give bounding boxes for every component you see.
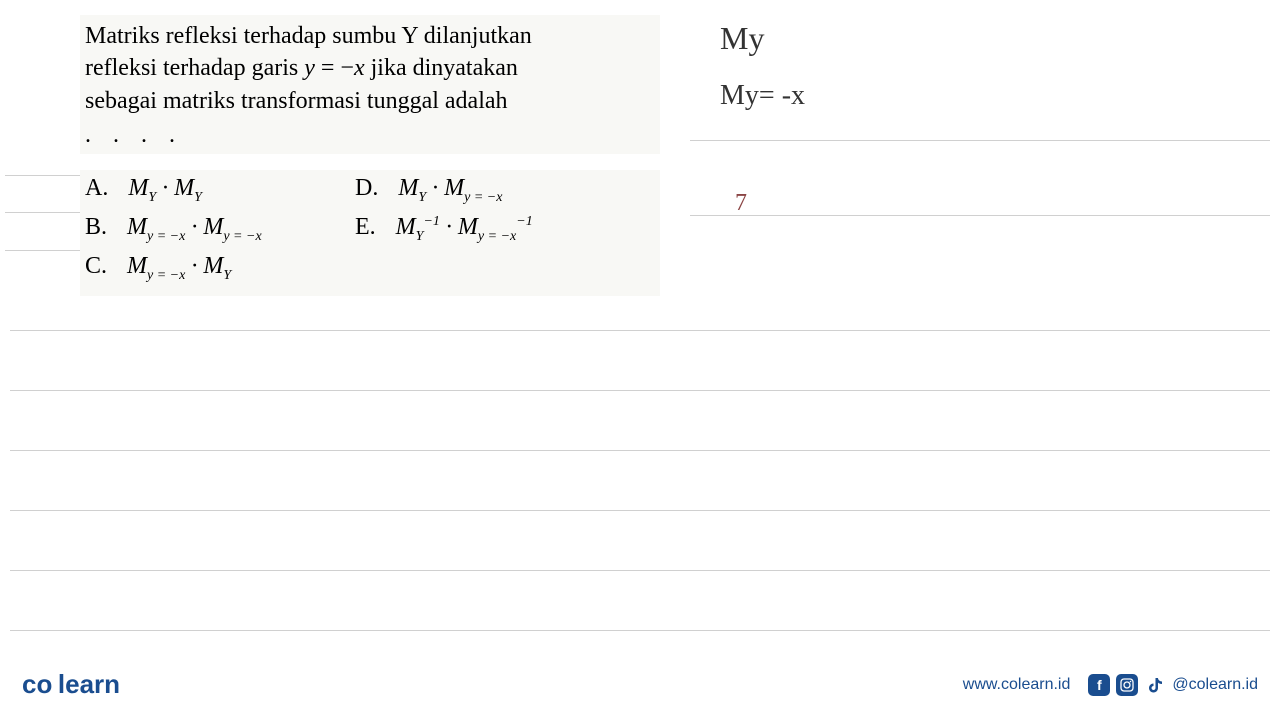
brand-logo: co learn [22,669,120,700]
option-b: B. My = −x · My = −x [85,214,355,245]
ruled-line [10,630,1270,631]
option-row-2: B. My = −x · My = −x E. MY−1 · My = −x−1 [85,214,655,245]
handwritten-note-1: My [720,20,764,57]
ruled-line [5,212,80,213]
ruled-line [5,175,80,176]
logo-co: co [22,669,52,699]
social-handle: @colearn.id [1172,676,1258,694]
option-e-math: MY−1 · My = −x−1 [396,214,533,245]
ruled-line [690,140,1270,141]
footer-right: www.colearn.id f @colearn.id [963,674,1258,696]
question-dots: . . . . [85,122,655,149]
question-line-2: refleksi terhadap garis y = −x jika diny… [85,52,655,84]
footer: co learn www.colearn.id f @colearn.id [22,669,1258,700]
facebook-icon: f [1088,674,1110,696]
option-d-math: MY · My = −x [398,175,502,206]
option-row-3: C. My = −x · MY [85,253,655,284]
tiktok-icon [1144,674,1166,696]
option-c-math: My = −x · MY [127,253,231,284]
options-block: A. MY · MY D. MY · My = −x B. My = −x · … [80,170,660,296]
ruled-line [5,250,80,251]
question-block: Matriks refleksi terhadap sumbu Y dilanj… [80,15,660,154]
ruled-line [10,330,1270,331]
option-d: D. MY · My = −x [355,175,655,206]
option-c-letter: C. [85,253,107,280]
option-a: A. MY · MY [85,175,355,206]
logo-learn: learn [58,669,120,699]
option-e: E. MY−1 · My = −x−1 [355,214,655,245]
question-line-3: sebagai matriks transformasi tunggal ada… [85,85,655,117]
ruled-line [10,570,1270,571]
website-url: www.colearn.id [963,676,1071,694]
handwritten-note-3: 7 [735,190,747,217]
ruled-line [690,215,1270,216]
option-a-letter: A. [85,175,108,202]
social-icons: f @colearn.id [1088,674,1258,696]
option-d-letter: D. [355,175,378,202]
option-b-letter: B. [85,214,107,241]
instagram-icon [1116,674,1138,696]
handwritten-note-2: My= -x [720,80,805,112]
option-b-math: My = −x · My = −x [127,214,262,245]
option-row-1: A. MY · MY D. MY · My = −x [85,175,655,206]
question-line-1: Matriks refleksi terhadap sumbu Y dilanj… [85,20,655,52]
option-a-math: MY · MY [128,175,202,206]
option-e-letter: E. [355,214,376,241]
ruled-line [10,450,1270,451]
option-c: C. My = −x · MY [85,253,355,284]
ruled-line [10,390,1270,391]
ruled-line [10,510,1270,511]
